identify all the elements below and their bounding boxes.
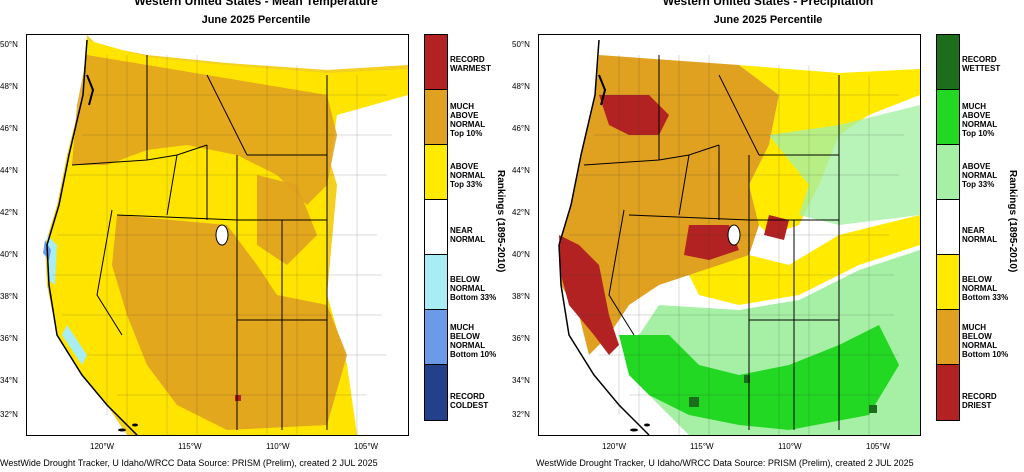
legend-label: ABOVE NORMAL Top 33% <box>450 162 486 189</box>
lat-label: 48°N <box>512 82 530 91</box>
legend-swatch-near <box>425 200 447 255</box>
lat-label: 34°N <box>512 376 530 385</box>
lat-label: 44°N <box>512 166 530 175</box>
lat-label: 38°N <box>0 292 18 301</box>
rankings-axis-label: Rankings (1895-2010) <box>495 170 506 273</box>
temperature-credit: WestWide Drought Tracker, U Idaho/WRCC D… <box>0 458 378 468</box>
lat-label: 40°N <box>0 250 18 259</box>
temperature-map-title: Western United States - Mean Temperature <box>134 0 378 8</box>
lon-label: 110°W <box>266 442 290 451</box>
legend-swatch-record-coldest <box>425 365 447 420</box>
legend-label: MUCH ABOVE NORMAL Top 10% <box>450 102 486 138</box>
legend-swatch-much-above <box>425 90 447 145</box>
legend-label: NEAR NORMAL <box>450 226 486 244</box>
legend-swatch-much-below <box>937 310 959 365</box>
lat-label: 50°N <box>512 40 530 49</box>
legend-label: MUCH BELOW NORMAL Bottom 10% <box>450 323 497 359</box>
lon-label: 105°W <box>866 442 891 451</box>
lat-label: 36°N <box>0 334 18 343</box>
lat-label: 42°N <box>0 208 18 217</box>
lat-label: 46°N <box>512 124 530 133</box>
legend-label: RECORD DRIEST <box>962 392 997 410</box>
legend-swatch-record-warmest <box>425 35 447 90</box>
legend-label: RECORD WARMEST <box>450 55 491 73</box>
lat-label: 48°N <box>0 82 18 91</box>
legend-label: BELOW NORMAL Bottom 33% <box>450 275 497 302</box>
legend-label: RECORD WETTEST <box>962 55 1001 73</box>
lon-label: 115°W <box>178 442 202 451</box>
precip-map-subtitle: June 2025 Percentile <box>713 14 823 26</box>
precipitation-panel: Western United States - Precipitation Ju… <box>512 0 1024 472</box>
legend-swatch-much-above <box>937 90 959 145</box>
lat-label: 32°N <box>0 410 18 419</box>
lon-label: 115°W <box>690 442 714 451</box>
legend-label: RECORD COLDEST <box>450 392 489 410</box>
legend-label: ABOVE NORMAL Top 33% <box>962 162 998 189</box>
lon-label: 120°W <box>90 442 115 451</box>
lon-label: 120°W <box>602 442 627 451</box>
legend-swatch-above <box>425 145 447 200</box>
lat-label: 42°N <box>512 208 530 217</box>
legend-label: NEAR NORMAL <box>962 226 998 244</box>
legend-swatch-record-driest <box>937 365 959 420</box>
legend-swatch-above <box>937 145 959 200</box>
precip-legend <box>936 34 960 421</box>
lat-label: 40°N <box>512 250 530 259</box>
lat-label: 32°N <box>512 410 530 419</box>
lon-label: 105°W <box>354 442 379 451</box>
legend-label: BELOW NORMAL Bottom 33% <box>962 275 1009 302</box>
lat-label: 36°N <box>512 334 530 343</box>
precip-credit: WestWide Drought Tracker, U Idaho/WRCC D… <box>536 458 914 468</box>
legend-swatch-below <box>425 255 447 310</box>
lat-label: 50°N <box>0 40 18 49</box>
temperature-map-graphic <box>27 35 408 435</box>
lat-label: 38°N <box>512 292 530 301</box>
precip-map-title: Western United States - Precipitation <box>662 0 874 8</box>
legend-swatch-near <box>937 200 959 255</box>
temperature-map <box>26 34 409 436</box>
temperature-panel: Western United States - Mean Temperature… <box>0 0 506 468</box>
lat-label: 34°N <box>0 376 18 385</box>
legend-swatch-below <box>937 255 959 310</box>
legend-swatch-much-below <box>425 310 447 365</box>
precipitation-map <box>538 34 921 436</box>
temperature-map-subtitle: June 2025 Percentile <box>201 14 311 26</box>
rankings-axis-label: Rankings (1895-2010) <box>1007 170 1018 273</box>
lon-label: 110°W <box>778 442 802 451</box>
lat-label: 44°N <box>0 166 18 175</box>
temperature-legend <box>424 34 448 421</box>
lat-label: 46°N <box>0 124 18 133</box>
legend-swatch-record-wettest <box>937 35 959 90</box>
legend-label: MUCH BELOW NORMAL Bottom 10% <box>962 323 1009 359</box>
legend-label: MUCH ABOVE NORMAL Top 10% <box>962 102 998 138</box>
precip-map-graphic <box>558 39 920 435</box>
